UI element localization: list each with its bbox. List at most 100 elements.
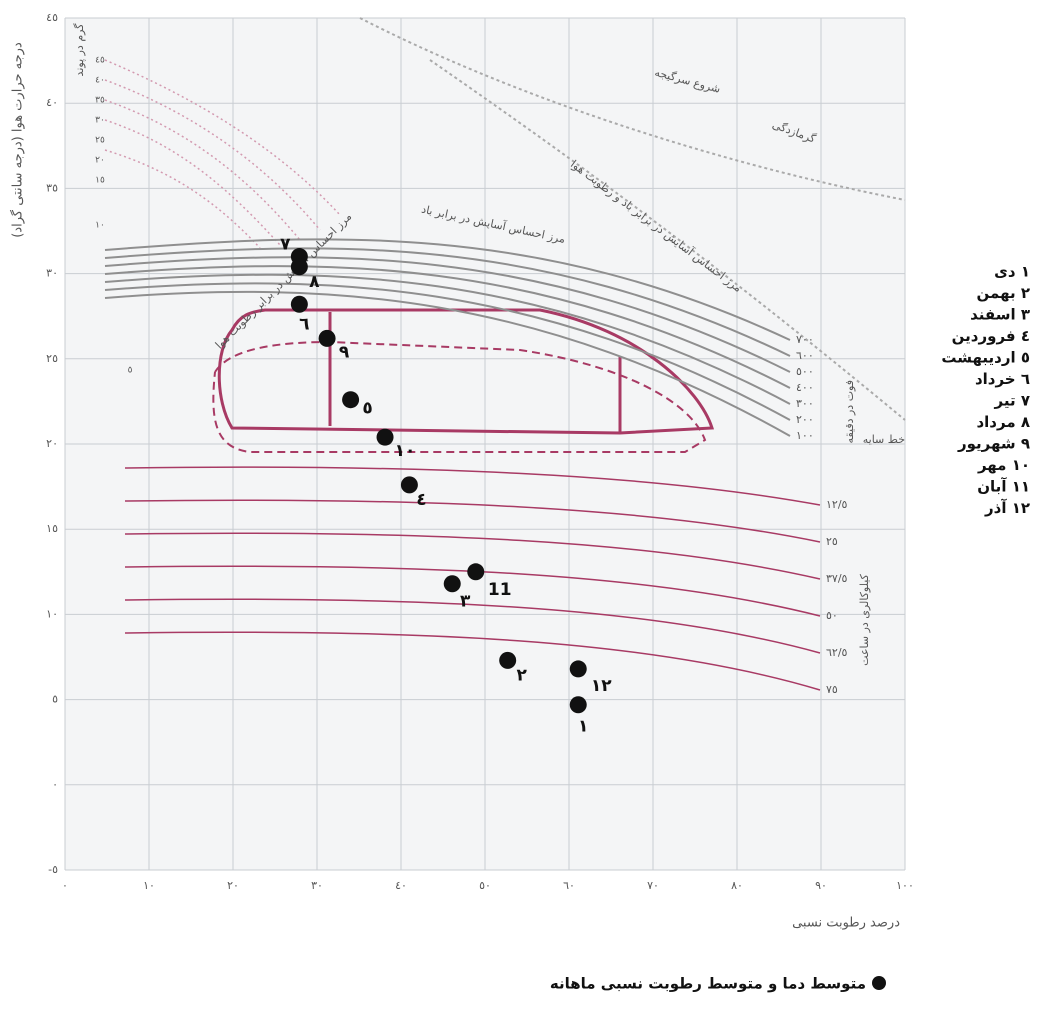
legend-entry: ٨ مرداد (976, 413, 1030, 431)
x-tick-label: ١٠٠ (896, 879, 914, 892)
radiation-label: ٣٧/٥ (826, 572, 848, 585)
comfort-limit-line (429, 59, 906, 421)
radiation-label: ٥٠ (826, 609, 838, 622)
y-tick-label: ٤٠ (46, 96, 58, 109)
moisture-label: ١٥ (95, 176, 105, 186)
moisture-label: ١٠ (95, 221, 105, 231)
wind-label: ٢٠٠ (796, 413, 814, 426)
wind-curve (104, 265, 791, 389)
legend-entry: ٢ بهمن (977, 284, 1030, 302)
x-tick-label: ٣٠ (311, 879, 323, 892)
radiation-curve (124, 598, 821, 654)
point-label: ٦ (299, 314, 309, 334)
moisture-line (104, 79, 321, 231)
radiation-curve (124, 532, 821, 580)
data-point (569, 660, 587, 678)
legend-entry: ٧ تیر (994, 392, 1030, 410)
point-label: ٧ (280, 235, 291, 255)
comfort-zone (217, 308, 715, 435)
legend-entry: ٩ شهریور (957, 435, 1030, 453)
annotation: فوت در دقیقه (843, 380, 856, 443)
wind-label: ١٠٠ (796, 429, 814, 442)
point-label: ١٢ (591, 676, 612, 696)
data-point (443, 575, 461, 593)
radiation-label: ١٢/٥ (826, 498, 848, 511)
extended-comfort-zone (212, 340, 707, 453)
wind-label: ٣٠٠ (796, 397, 814, 410)
point-label: 11 (488, 580, 512, 600)
data-point (342, 391, 360, 409)
y-tick-label: -٥ (48, 863, 58, 876)
data-point (400, 476, 418, 494)
x-tick-label: ٨٠ (731, 879, 743, 892)
radiation-curve (124, 565, 821, 617)
wind-label: ٧٠٠ (796, 333, 814, 346)
wind-curve (104, 247, 791, 357)
legend-entry: ١٠ مهر (977, 456, 1030, 474)
data-point (318, 329, 336, 347)
moisture-label: ٥ (128, 366, 133, 376)
annotation: خط سایه (863, 433, 905, 446)
x-tick-label: ٢٠ (227, 879, 239, 892)
y-tick-label: ٥ (52, 693, 58, 706)
y-tick-label: ٤٥ (46, 11, 58, 24)
x-tick-label: ٧٠ (647, 879, 659, 892)
point-label: ١٠ (395, 441, 416, 461)
legend-entry: ٦ خرداد (975, 370, 1030, 388)
y-tick-label: ١٠ (46, 607, 58, 620)
legend-marker (872, 976, 886, 990)
point-label: ٤ (416, 490, 426, 510)
data-point (569, 696, 587, 714)
annotation: گرم در پوند (73, 23, 86, 77)
wind-curve (104, 256, 791, 373)
y-tick-label: ١٥ (46, 522, 58, 535)
point-label: ٩ (339, 342, 350, 362)
moisture-label: ٤٥ (95, 56, 105, 66)
legend-entry: ٥ اردیبهشت (941, 349, 1030, 367)
legend-entry: ٤ فروردین (952, 327, 1030, 345)
data-point (499, 651, 517, 669)
moisture-label: ٢٥ (95, 136, 105, 146)
annotation: کیلوکالری در ساعت (858, 573, 871, 665)
x-axis-label: درصد رطوبت نسبی (792, 916, 900, 931)
wind-label: ٤٠٠ (796, 381, 814, 394)
x-tick-label: ٥٠ (479, 879, 491, 892)
x-tick-label: ٤٠ (395, 879, 407, 892)
point-label: ٨ (309, 272, 320, 292)
wind-curve (104, 290, 791, 437)
x-tick-label: ٠ (62, 879, 68, 892)
data-point (376, 428, 394, 446)
x-tick-label: ٦٠ (563, 879, 575, 892)
heatstroke-line (359, 17, 906, 201)
wind-curve (104, 273, 791, 405)
wind-curve (104, 238, 791, 341)
moisture-line (104, 119, 281, 246)
point-label: ٣ (460, 592, 471, 612)
y-tick-label: ٢٥ (46, 352, 58, 365)
radiation-label: ٦٢/٥ (826, 646, 848, 659)
radiation-label: ٢٥ (826, 535, 838, 548)
moisture-label: ٣٥ (95, 96, 105, 106)
moisture-label: ٤٠ (95, 76, 105, 86)
wind-label: ٦٠٠ (796, 349, 814, 362)
legend-entry: ١ دی (994, 263, 1030, 281)
point-label: ٢ (516, 665, 527, 685)
moisture-label: ٢٠ (95, 156, 105, 166)
moisture-line (104, 99, 301, 241)
legend-entry: ١٢ آذر (984, 499, 1030, 517)
radiation-curve (124, 499, 821, 543)
y-axis-label: درجه حرارت هوا (درجه سانتی گراد) (10, 42, 26, 238)
data-point (290, 295, 308, 313)
legend-title: متوسط دما و متوسط رطوبت نسبی ماهانه (550, 975, 866, 993)
y-tick-label: ٣٥ (46, 181, 58, 194)
point-label: ٥ (362, 399, 372, 419)
legend-entry: ١١ آبان (977, 478, 1030, 496)
point-label: ١ (578, 717, 588, 737)
legend-entry: ٣ اسفند (970, 306, 1030, 324)
y-tick-label: ٢٠ (46, 437, 58, 450)
wind-curve (104, 282, 791, 421)
moisture-label: ٣٠ (95, 116, 105, 126)
radiation-label: ٧٥ (826, 683, 838, 696)
y-tick-label: ٠ (52, 778, 58, 791)
